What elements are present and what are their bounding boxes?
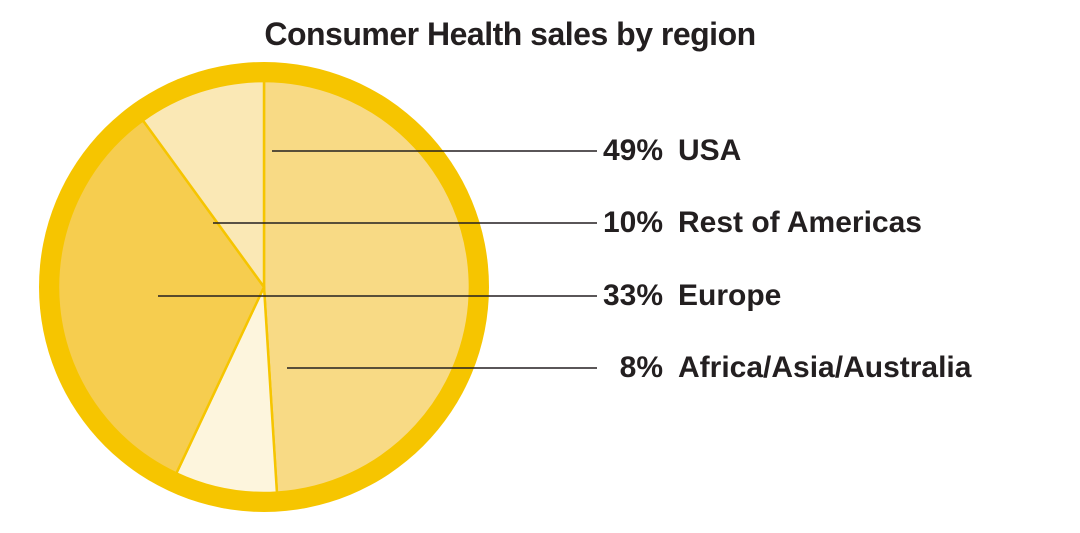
legend-percent-africa-asia-australia: 8% [619,351,663,384]
legend-row-rest-of-americas: 10% Rest of Americas [590,206,922,240]
pie-slice-europe [56,119,266,475]
legend-percent-europe: 33% [602,279,663,312]
legend-percent-rest-of-americas: 10% [602,206,663,239]
chart-title: Consumer Health sales by region [264,16,756,52]
legend-row-europe: 33% Europe [590,279,781,313]
legend-percent-usa: 49% [602,134,663,167]
legend-label-usa: USA [678,134,742,167]
legend-label-rest-of-americas: Rest of Americas [678,206,922,239]
pie-slice-usa [262,79,472,494]
legend-label-africa-asia-australia: Africa/Asia/Australia [678,351,972,384]
legend-row-usa: 49% USA [590,134,741,168]
pie-slice-africa-asia-australia [175,285,279,495]
legend-label-europe: Europe [678,279,782,312]
legend-row-africa-asia-australia: 8% Africa/Asia/Australia [590,351,972,385]
pie-slice-rest-of-americas [141,79,266,289]
